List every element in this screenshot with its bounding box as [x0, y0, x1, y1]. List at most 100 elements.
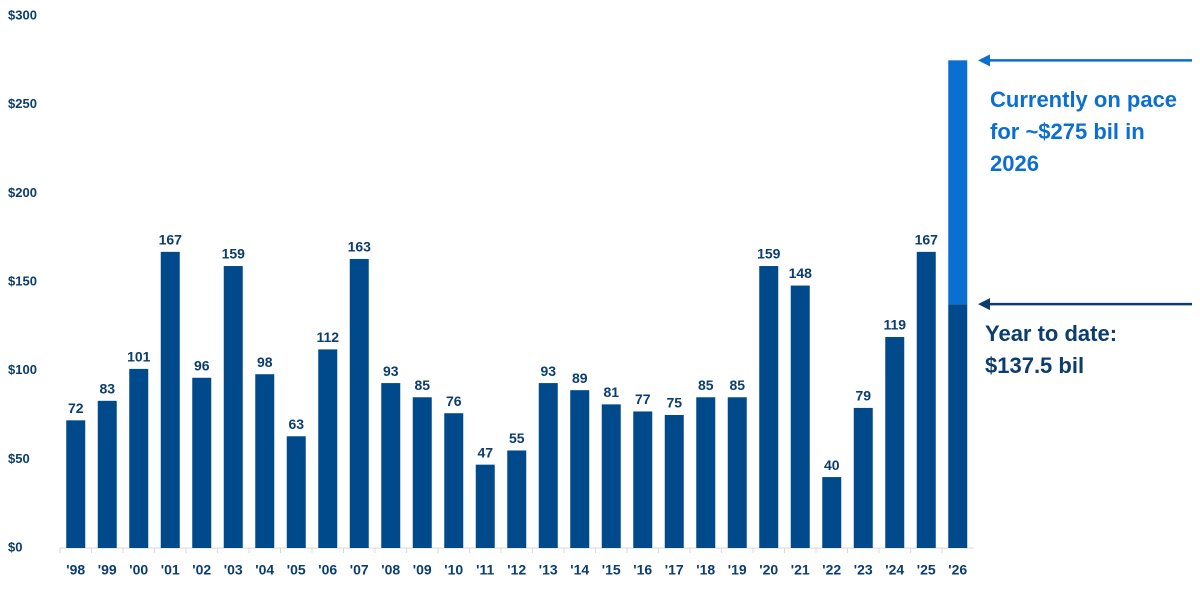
data-label: 85 [698, 377, 714, 393]
x-tick-label: '06 [318, 562, 337, 578]
data-label: 76 [446, 393, 462, 409]
y-tick-label: $250 [8, 96, 37, 111]
x-tick-label: '10 [444, 562, 463, 578]
x-tick-label: '15 [602, 562, 621, 578]
x-tick-label: '98 [66, 562, 85, 578]
bar [66, 420, 86, 548]
data-label: 159 [757, 246, 781, 262]
bar [664, 415, 684, 548]
x-tick-label: '07 [350, 562, 369, 578]
annotation-ytd: Year to date: $137.5 bil [985, 321, 1118, 378]
arrow-head [978, 54, 990, 67]
data-label: 93 [540, 363, 556, 379]
x-tick-label: '13 [539, 562, 558, 578]
bar [97, 400, 117, 548]
x-tick-label: '00 [129, 562, 148, 578]
x-tick-label: '19 [728, 562, 747, 578]
x-tick-label: '17 [665, 562, 684, 578]
bar [381, 383, 401, 548]
bar [601, 404, 621, 548]
x-tick-label: '21 [791, 562, 810, 578]
annotation-pace: Currently on pace for ~$275 bil in 2026 [990, 87, 1178, 176]
x-tick-label: '12 [507, 562, 526, 578]
x-tick-label: '25 [917, 562, 936, 578]
y-tick-label: $200 [8, 185, 37, 200]
x-tick-label: '01 [161, 562, 180, 578]
x-tick-label: '18 [696, 562, 715, 578]
bar [759, 266, 779, 548]
bar [160, 251, 180, 548]
bar [192, 377, 212, 548]
arrow-head [978, 298, 990, 311]
data-label: 159 [222, 246, 246, 262]
data-label: 101 [127, 349, 151, 365]
bar [412, 397, 432, 548]
x-tick-label: '02 [192, 562, 211, 578]
x-tick-label: '08 [381, 562, 400, 578]
x-tick-label: '26 [948, 562, 967, 578]
data-label: 148 [789, 265, 813, 281]
bar [507, 450, 527, 548]
bar [538, 383, 558, 548]
bar [223, 266, 243, 548]
bar [853, 407, 873, 548]
data-label: 167 [159, 232, 183, 248]
data-label: 55 [509, 430, 525, 446]
data-label: 85 [414, 377, 430, 393]
bar [885, 336, 905, 548]
y-tick-label: $300 [8, 7, 37, 22]
data-label: 89 [572, 370, 588, 386]
bar [349, 258, 369, 548]
bar [822, 477, 842, 548]
x-tick-label: '04 [255, 562, 274, 578]
data-label: 77 [635, 391, 651, 407]
bar [444, 413, 464, 548]
data-label: 96 [194, 357, 210, 373]
bar [318, 349, 338, 548]
data-label: 72 [68, 400, 84, 416]
x-tick-label: '03 [224, 562, 243, 578]
x-tick-label: '14 [570, 562, 589, 578]
data-label: 163 [348, 239, 372, 255]
x-tick-label: '24 [885, 562, 904, 578]
bar [727, 397, 747, 548]
bar [475, 464, 495, 548]
bar [286, 436, 306, 548]
bar [790, 285, 810, 548]
bar [129, 368, 149, 548]
data-label: 81 [603, 384, 619, 400]
x-tick-label: '99 [98, 562, 117, 578]
data-label: 63 [288, 416, 304, 432]
data-label: 79 [855, 388, 871, 404]
y-tick-label: $150 [8, 273, 37, 288]
bar [916, 251, 936, 548]
x-tick-label: '20 [759, 562, 778, 578]
y-tick-label: $100 [8, 362, 37, 377]
data-label: 85 [729, 377, 745, 393]
bar [948, 60, 968, 305]
x-tick-label: '05 [287, 562, 306, 578]
data-label: 112 [316, 329, 339, 345]
x-tick-label: '11 [476, 562, 494, 578]
bar [570, 390, 590, 548]
x-tick-label: '22 [822, 562, 841, 578]
data-label: 83 [99, 381, 115, 397]
bar [696, 397, 716, 548]
bar [255, 374, 275, 548]
data-label: 47 [477, 444, 493, 460]
x-tick-label: '16 [633, 562, 652, 578]
bar [948, 304, 968, 548]
data-label: 40 [824, 457, 840, 473]
y-tick-label: $50 [8, 451, 30, 466]
data-label: 119 [883, 317, 906, 333]
data-label: 167 [915, 232, 939, 248]
bar [633, 411, 653, 548]
data-label: 93 [383, 363, 399, 379]
data-label: 98 [257, 354, 273, 370]
y-tick-label: $0 [8, 539, 22, 554]
x-tick-label: '23 [854, 562, 873, 578]
x-tick-label: '09 [413, 562, 432, 578]
data-label: 75 [666, 395, 682, 411]
